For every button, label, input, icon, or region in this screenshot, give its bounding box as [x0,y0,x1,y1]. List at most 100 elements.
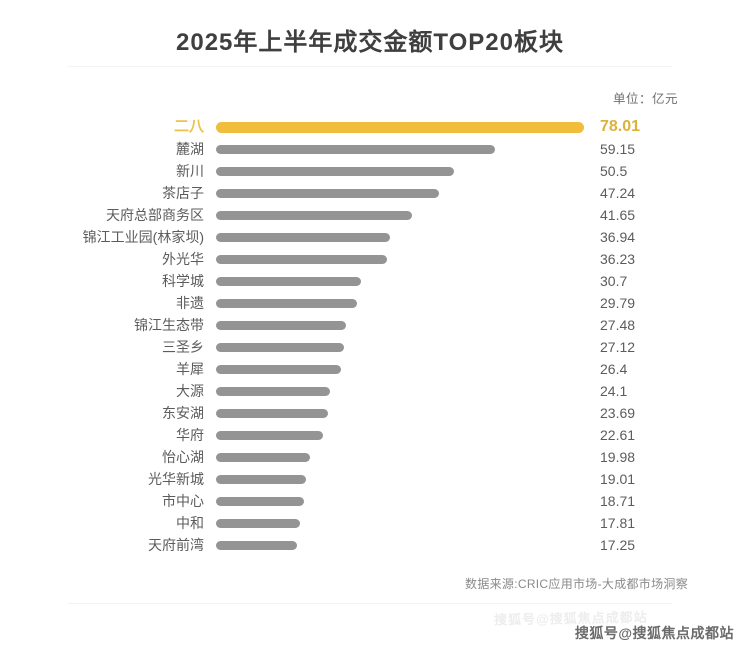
bar-value-label: 27.48 [600,317,636,333]
bar [216,519,301,528]
bar-chart-plot-area: 二八 78.01 麓湖 59.15 新川 50.5 茶店子 47.24 天府总部商务区 41.65… [0,116,740,556]
bar-track [216,358,584,380]
bar [216,277,361,286]
bar-value-label: 17.25 [600,537,636,553]
bar-category-label: 茶店子 [162,185,204,201]
bar [216,365,341,374]
chart-row: 东安湖 23.69 [0,402,740,424]
chart-row: 茶店子 47.24 [0,182,740,204]
bar [216,387,330,396]
bar [216,431,323,440]
bar-category-label: 锦江工业园(林家坝) [82,229,204,245]
bar-value-label: 36.94 [600,229,636,245]
bar-track [216,490,584,512]
bar-track [216,292,584,314]
chart-row: 锦江生态带 27.48 [0,314,740,336]
bar-track [216,116,584,138]
bar-category-label: 非遗 [176,295,204,311]
bar-category-label: 科学城 [162,273,204,289]
bar-value-label: 24.1 [600,383,628,399]
bar-category-label: 天府总部商务区 [106,207,204,223]
chart-row: 天府前湾 17.25 [0,534,740,556]
bar-value-label: 17.81 [600,515,636,531]
bar-value-label: 26.4 [600,361,628,377]
chart-row: 光华新城 19.01 [0,468,740,490]
bar-category-label: 锦江生态带 [134,317,204,333]
bar [216,475,306,484]
chart-row: 羊犀 26.4 [0,358,740,380]
bar-category-label: 市中心 [162,493,204,509]
bar [216,122,584,133]
bar-value-label: 22.61 [600,427,636,443]
chart-row: 外光华 36.23 [0,248,740,270]
bar-value-label: 27.12 [600,339,636,355]
bar-track [216,182,584,204]
bar-track [216,512,584,534]
bar-track [216,204,584,226]
bar-track [216,270,584,292]
bar-track [216,534,584,556]
bar [216,145,496,154]
chart-row: 华府 22.61 [0,424,740,446]
bar-category-label: 新川 [176,163,204,179]
bar [216,211,413,220]
chart-row: 大源 24.1 [0,380,740,402]
bar-value-label: 41.65 [600,207,636,223]
bar-value-label: 19.98 [600,449,636,465]
bar-track [216,380,584,402]
chart-row: 麓湖 59.15 [0,138,740,160]
bar-value-label: 47.24 [600,185,636,201]
bar-value-label: 36.23 [600,251,636,267]
bar-track [216,160,584,182]
chart-row: 天府总部商务区 41.65 [0,204,740,226]
bar-track [216,336,584,358]
bar-value-label: 18.71 [600,493,636,509]
bar [216,497,305,506]
bar [216,343,344,352]
bar-value-label: 19.01 [600,471,636,487]
bar-category-label: 三圣乡 [162,339,204,355]
bar-track [216,248,584,270]
unit-label: 单位：亿元 [612,92,678,106]
bar-category-label: 中和 [176,515,204,531]
bar [216,189,439,198]
bar-track [216,226,584,248]
bar-track [216,446,584,468]
chart-row: 市中心 18.71 [0,490,740,512]
bar [216,299,357,308]
bar-category-label: 怡心湖 [162,449,204,465]
bar-value-label: 50.5 [600,163,628,179]
bar-category-label: 外光华 [162,251,204,267]
chart-row: 科学城 30.7 [0,270,740,292]
bar-track [216,138,584,160]
chart-row: 怡心湖 19.98 [0,446,740,468]
chart-row: 新川 50.5 [0,160,740,182]
bar-category-label: 华府 [176,427,204,443]
bar-category-label: 光华新城 [148,471,204,487]
bar-value-label: 78.01 [600,118,641,135]
bar-category-label: 大源 [176,383,204,399]
bar [216,167,455,176]
watermark: 搜狐号@搜狐焦点成都站 [574,625,734,641]
chart-row: 中和 17.81 [0,512,740,534]
bar-value-label: 29.79 [600,295,636,311]
top-divider [68,66,672,67]
chart-row: 锦江工业园(林家坝) 36.94 [0,226,740,248]
bar [216,233,391,242]
bar-category-label: 二八 [173,118,204,135]
chart-row: 三圣乡 27.12 [0,336,740,358]
bar [216,409,328,418]
bar [216,541,298,550]
chart-row: 非遗 29.79 [0,292,740,314]
bar-category-label: 东安湖 [162,405,204,421]
bar-track [216,424,584,446]
bar-value-label: 59.15 [600,141,636,157]
bar-category-label: 天府前湾 [148,537,204,553]
page-title: 2025年上半年成交金额TOP20板块 [176,29,564,56]
bar [216,453,311,462]
bar [216,321,346,330]
bar-track [216,402,584,424]
source-note: 数据来源:CRIC应用市场-大成都市场洞察 [465,577,688,591]
bar [216,255,387,264]
